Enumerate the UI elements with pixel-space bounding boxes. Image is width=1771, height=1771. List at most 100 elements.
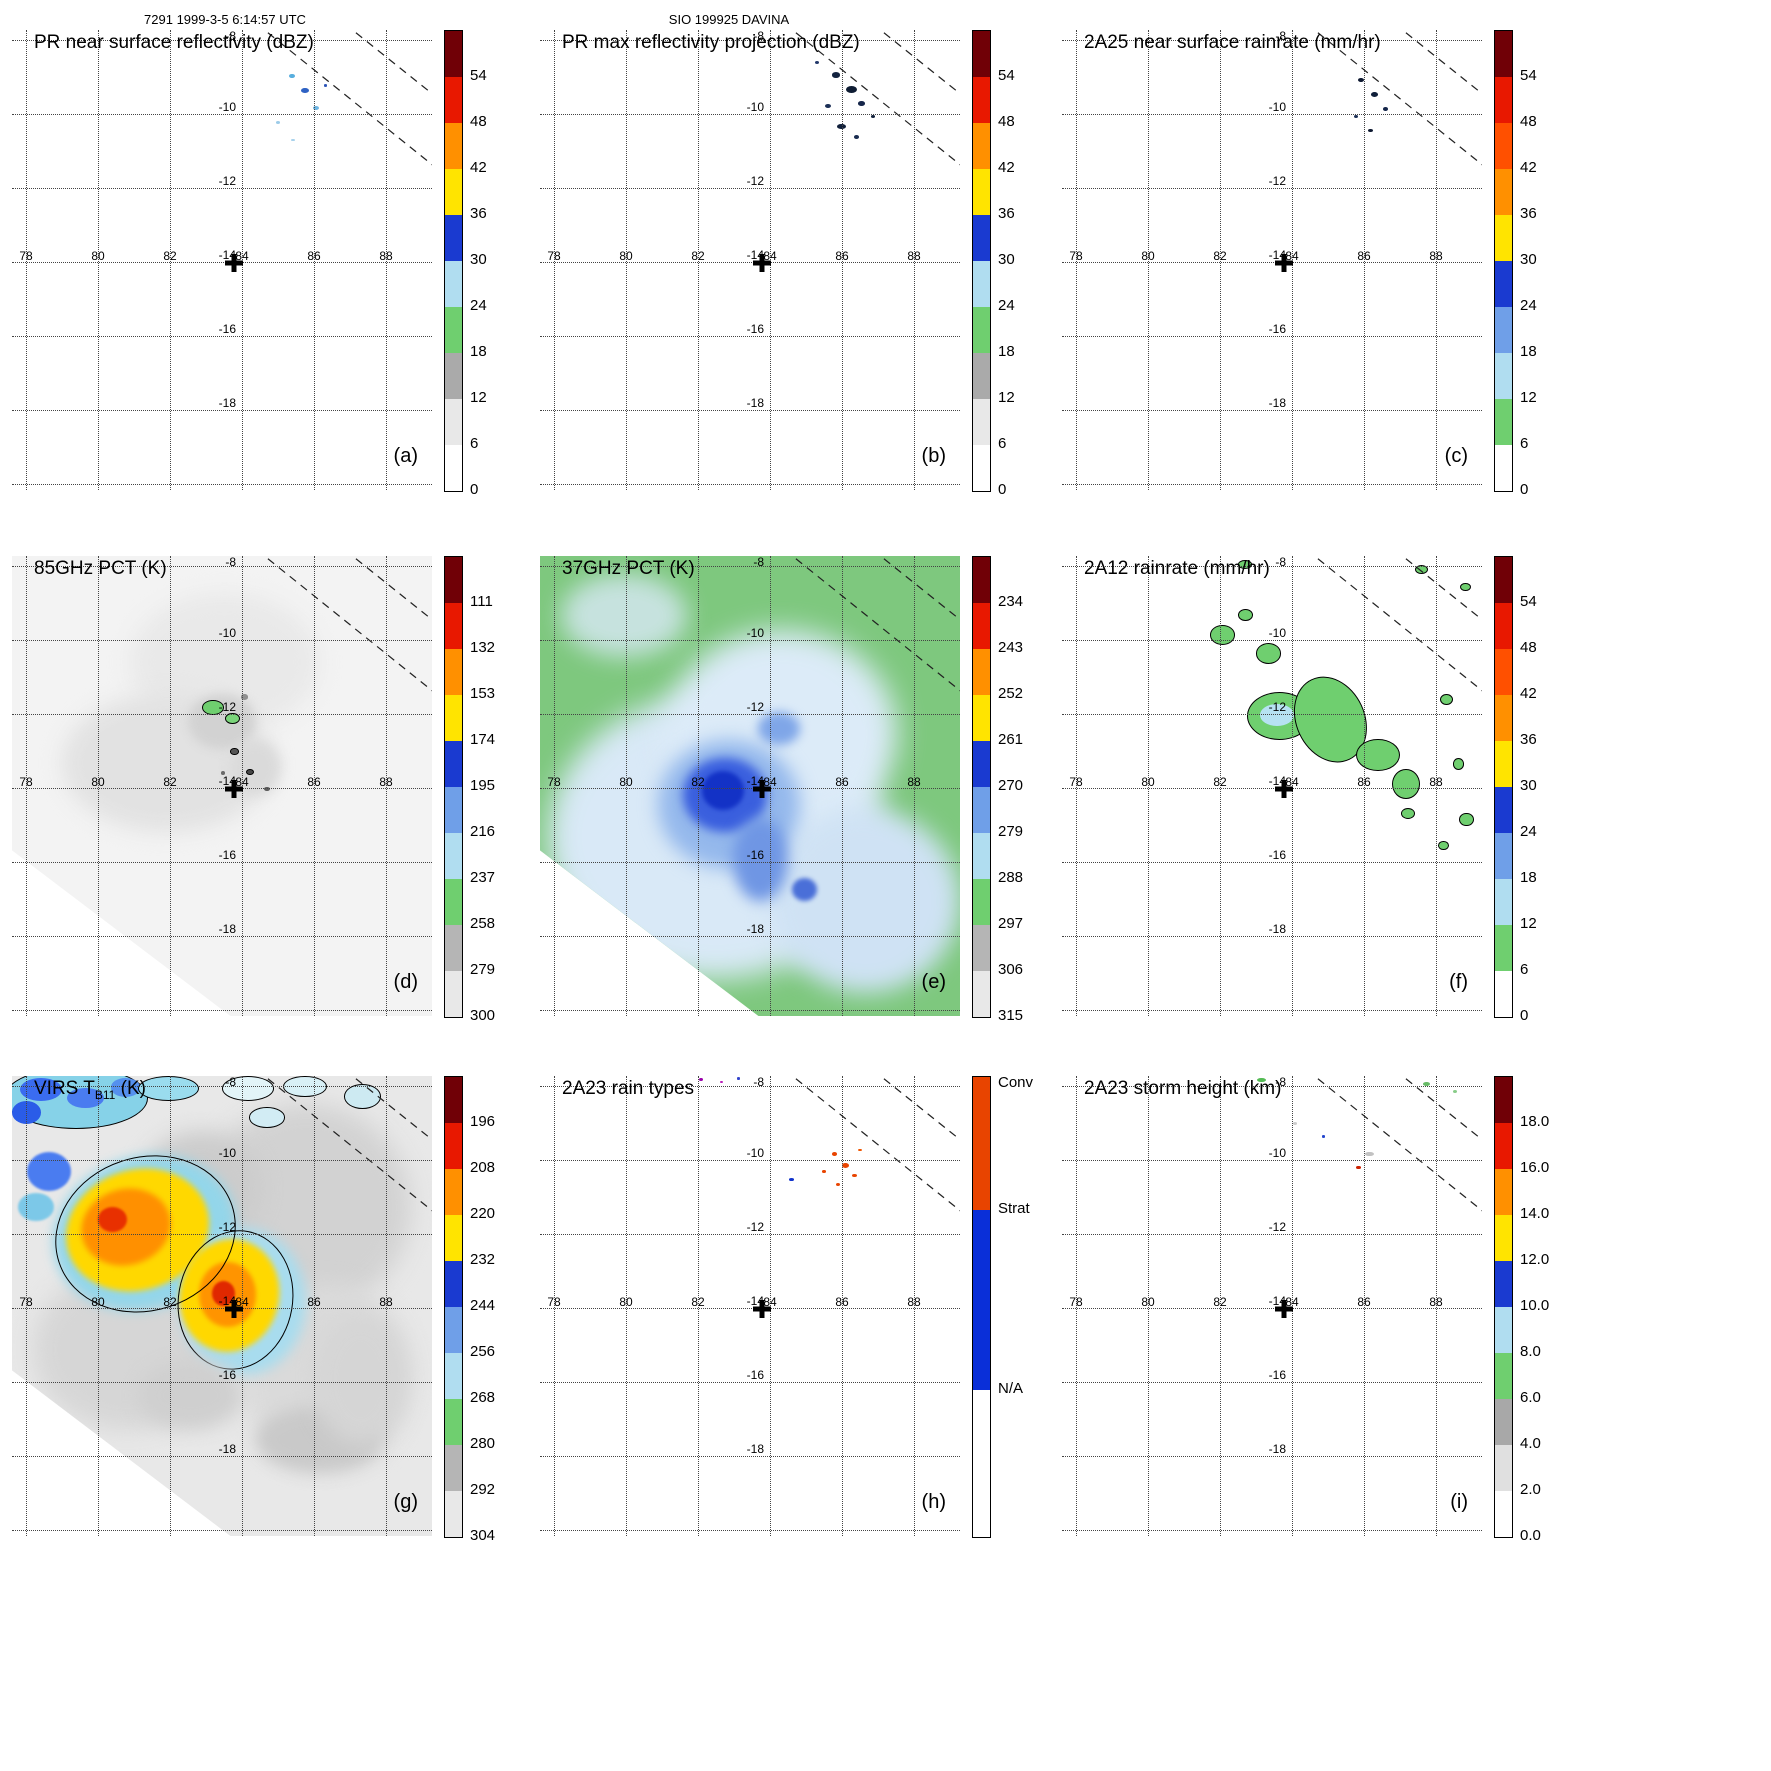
colorbar-segment bbox=[445, 1445, 462, 1491]
grid-line-horizontal bbox=[1062, 788, 1482, 789]
map-i: -8 -10 -12 -14 -16 -18 78 80 82 84 86 88 2A23 storm … bbox=[1062, 1076, 1482, 1536]
grid-line-vertical bbox=[386, 556, 387, 1016]
grid-line-vertical bbox=[1364, 556, 1365, 1016]
panel-b: -8 -10 -12 -14 -16 -18 78 80 82 84 86 88 PR max refl… bbox=[540, 30, 1060, 535]
lat-label: -12 bbox=[1268, 174, 1286, 188]
grid-line-vertical bbox=[914, 1076, 915, 1536]
colorbar-tick-label: 6 bbox=[470, 435, 479, 452]
map-content bbox=[1062, 556, 1482, 1016]
data-blob bbox=[1370, 92, 1379, 98]
grid-line-horizontal bbox=[12, 188, 432, 189]
swath-edge-dashed-line bbox=[879, 30, 960, 95]
colorbar-tick-label: 12 bbox=[470, 389, 487, 406]
colorbar-c bbox=[1494, 30, 1513, 492]
colorbar-tick-label: 24 bbox=[1520, 823, 1537, 840]
colorbar-segment bbox=[973, 879, 990, 925]
lat-label: -10 bbox=[1268, 1146, 1286, 1160]
colorbar-tick-label: 42 bbox=[1520, 685, 1537, 702]
colorbar-tick-label: 297 bbox=[998, 915, 1024, 932]
lon-label: 78 bbox=[1069, 1295, 1083, 1309]
colorbar-segment bbox=[1495, 879, 1512, 925]
data-blob bbox=[1459, 812, 1474, 827]
lon-label: 88 bbox=[907, 775, 921, 789]
lon-label: 88 bbox=[379, 775, 393, 789]
grid-line-vertical bbox=[842, 556, 843, 1016]
panel-a: -8 -10 -12 -14 -16 -18 78 80 82 84 86 88 PR near sur… bbox=[12, 30, 532, 535]
lat-label: -16 bbox=[218, 848, 236, 862]
colorbar-tick-label: 36 bbox=[998, 205, 1015, 222]
colorbar-tick-label: 132 bbox=[470, 639, 496, 656]
map-b: -8 -10 -12 -14 -16 -18 78 80 82 84 86 88 PR max refl… bbox=[540, 30, 960, 490]
colorbar-tick-label: 252 bbox=[998, 685, 1024, 702]
data-blob bbox=[871, 115, 876, 118]
data-blob bbox=[1257, 1077, 1267, 1083]
panel-c: -8 -10 -12 -14 -16 -18 78 80 82 84 86 88 2A25 near s… bbox=[1062, 30, 1582, 535]
lon-label: 86 bbox=[835, 249, 849, 263]
grid-line-horizontal bbox=[1062, 1234, 1482, 1235]
data-blob bbox=[1260, 704, 1294, 727]
grid-line-horizontal bbox=[540, 336, 960, 337]
map-overlay bbox=[225, 30, 432, 272]
colorbar-segment bbox=[973, 123, 990, 169]
lat-label: -14 bbox=[1268, 774, 1286, 788]
lon-label: 80 bbox=[1141, 249, 1155, 263]
data-blob bbox=[275, 121, 281, 125]
lat-label: -14 bbox=[1268, 248, 1286, 262]
colorbar-segment bbox=[973, 261, 990, 307]
grid-line-horizontal bbox=[1062, 714, 1482, 715]
map-g: -8 -10 -12 -14 -16 -18 78 80 82 84 86 88 VIRS TB11 (… bbox=[12, 1076, 432, 1536]
colorbar-tick-label: 220 bbox=[470, 1205, 496, 1222]
colorbar-segment bbox=[973, 695, 990, 741]
grid-line-horizontal bbox=[1062, 484, 1482, 485]
colorbar-tick-label: 244 bbox=[470, 1297, 496, 1314]
swath-edge-dashed-line bbox=[263, 1076, 432, 1212]
grid-line-horizontal bbox=[1062, 40, 1482, 41]
grid-line-horizontal bbox=[1062, 1308, 1482, 1309]
colorbar-tick-label: 292 bbox=[470, 1481, 496, 1498]
data-blob bbox=[698, 1077, 703, 1081]
data-blob bbox=[1209, 625, 1235, 645]
swath-edge-dashed-line bbox=[1401, 30, 1482, 95]
colorbar-tick-label: 24 bbox=[470, 297, 487, 314]
map-overlay bbox=[753, 556, 960, 798]
lat-label: -18 bbox=[746, 922, 764, 936]
colorbar-segment bbox=[445, 741, 462, 787]
data-blob bbox=[1367, 128, 1373, 133]
map-d: -8 -10 -12 -14 -16 -18 78 80 82 84 86 88 85GHz PCT (… bbox=[12, 556, 432, 1016]
map-overlay bbox=[753, 30, 960, 272]
lat-label: -8 bbox=[225, 556, 236, 569]
lat-label: -16 bbox=[1268, 1368, 1286, 1382]
lat-label: -12 bbox=[218, 174, 236, 188]
lon-label: 80 bbox=[91, 775, 105, 789]
data-blob bbox=[837, 124, 846, 130]
grid-line-vertical bbox=[554, 30, 555, 490]
colorbar-category-label: Strat bbox=[998, 1200, 1030, 1218]
map-e: -8 -10 -12 -14 -16 -18 78 80 82 84 86 88 37GHz PCT (… bbox=[540, 556, 960, 1016]
lat-label: -8 bbox=[753, 556, 764, 569]
colorbar-segment bbox=[973, 557, 990, 603]
colorbar-tick-label: 208 bbox=[470, 1159, 496, 1176]
colorbar-tick-label: 48 bbox=[1520, 639, 1537, 656]
colorbar-tick-label: 54 bbox=[1520, 593, 1537, 610]
grid-line-horizontal bbox=[12, 262, 432, 263]
colorbar-segment bbox=[1495, 1307, 1512, 1353]
lat-label: -10 bbox=[746, 100, 764, 114]
lon-label: 88 bbox=[907, 1295, 921, 1309]
panel-letter: (f) bbox=[1449, 971, 1468, 993]
lon-label: 84 bbox=[235, 775, 249, 789]
colorbar-tick-label: 18 bbox=[1520, 869, 1537, 886]
colorbar-segment bbox=[973, 77, 990, 123]
panel-title: PR max reflectivity projection (dBZ) bbox=[562, 32, 860, 53]
colorbar-tick-label: 237 bbox=[470, 869, 496, 886]
grid-line-vertical bbox=[1220, 556, 1221, 1016]
colorbar-tick-label: 6 bbox=[998, 435, 1007, 452]
data-blob bbox=[1365, 1151, 1374, 1157]
colorbar-tick-label: 36 bbox=[1520, 731, 1537, 748]
lat-label: -8 bbox=[753, 1076, 764, 1089]
lat-label: -14 bbox=[218, 774, 236, 788]
grid-line-horizontal bbox=[540, 410, 960, 411]
data-blob bbox=[1400, 808, 1416, 820]
panel-letter: (a) bbox=[393, 445, 418, 467]
colorbar-segment bbox=[973, 649, 990, 695]
grid-line-horizontal bbox=[12, 936, 432, 937]
